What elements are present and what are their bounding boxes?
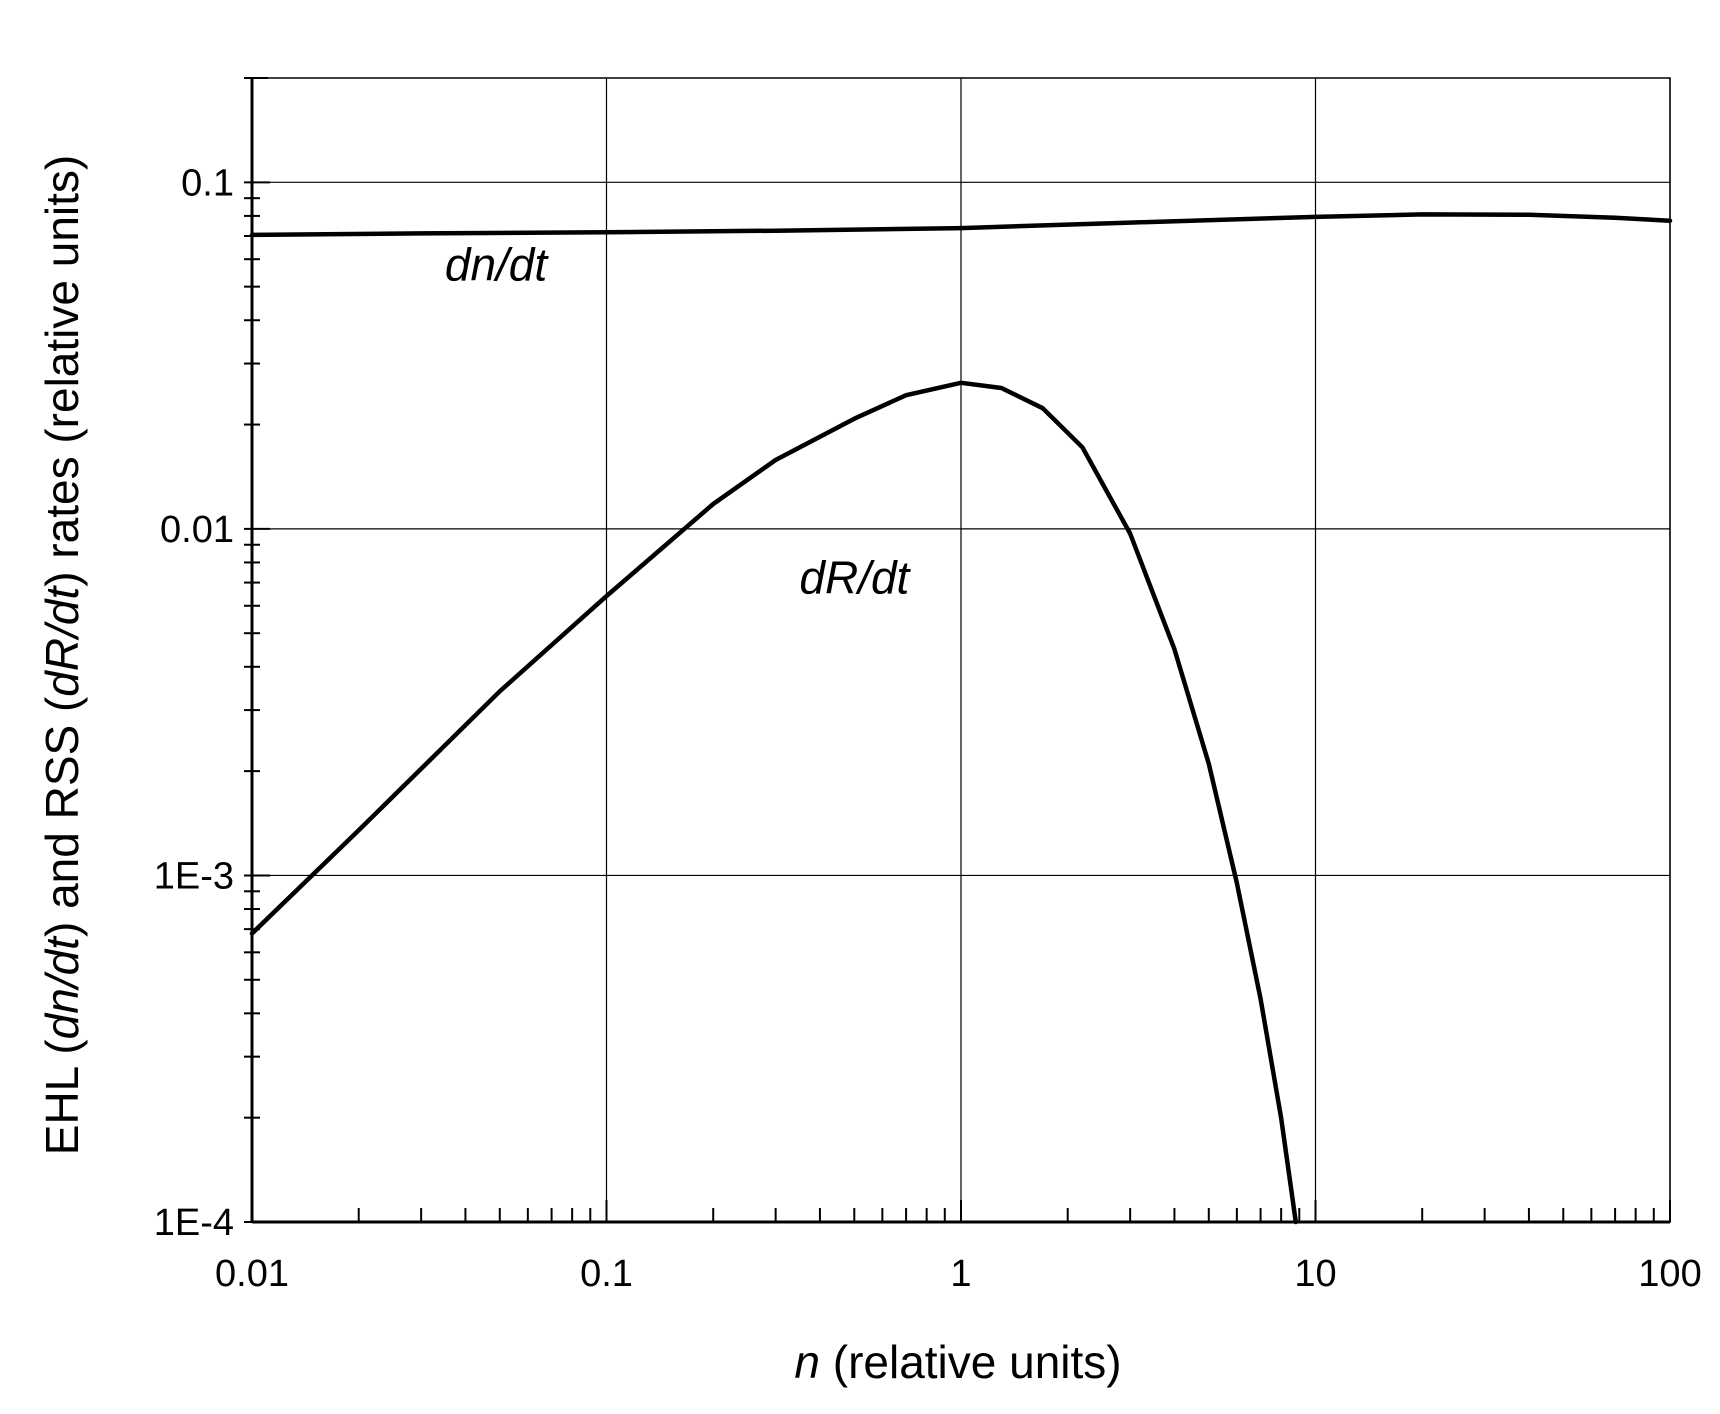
- y-tick-label: 1E-4: [154, 1202, 234, 1244]
- y-axis-title-part: dn/dt: [36, 935, 88, 1040]
- x-axis-title-italic: n: [794, 1336, 820, 1388]
- curves: [249, 212, 1673, 1225]
- x-tick-label: 0.01: [215, 1253, 289, 1295]
- y-tick-label: 1E-3: [154, 855, 234, 897]
- curve-annotations: dn/dt dR/dt: [445, 239, 912, 604]
- y-axis-title-part: EHL (: [36, 1039, 88, 1156]
- y-axis-title-part: dR/dt: [36, 585, 88, 697]
- curve-label: dR/dt: [799, 552, 911, 604]
- y-axis-title: EHL (dn/dt) and RSS (dR/dt) rates (relat…: [36, 155, 88, 1155]
- x-tick-label: 100: [1638, 1253, 1701, 1295]
- y-axis-title-part: ) and RSS (: [36, 696, 88, 937]
- curve-label: dn/dt: [445, 239, 550, 291]
- y-tick-label: 0.1: [181, 162, 234, 204]
- y-tick-labels: 1E-4 1E-3 0.01 0.1: [154, 162, 234, 1244]
- x-tick-label: 0.1: [580, 1253, 633, 1295]
- y-tick-label: 0.01: [160, 509, 234, 551]
- x-axis-title: n (relative units): [794, 1336, 1121, 1388]
- minor-ticks: [244, 77, 1671, 1223]
- series-line-dn-dt: [249, 212, 1673, 238]
- x-tick-labels: 0.01 0.1 1 10 100: [215, 1253, 1702, 1295]
- x-axis-title-rest: (relative units): [820, 1336, 1122, 1388]
- y-axis-title-part: ) rates (relative units): [36, 155, 88, 587]
- x-tick-label: 10: [1294, 1253, 1336, 1295]
- x-tick-label: 1: [950, 1253, 971, 1295]
- series-line-dR-dt: [249, 380, 1299, 1225]
